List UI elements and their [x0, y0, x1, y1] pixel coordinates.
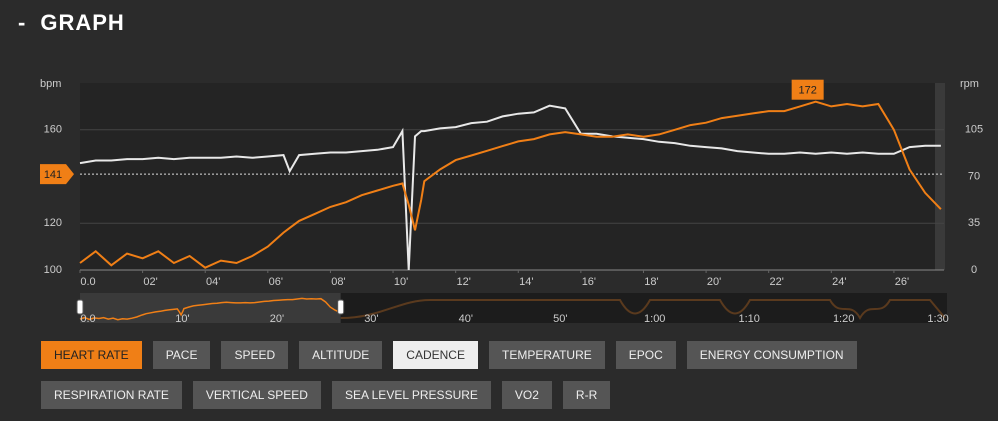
metric-button[interactable]: HEART RATE [41, 341, 142, 369]
y2-tick-label: 70 [968, 170, 980, 182]
x-tick-label: 22' [770, 276, 784, 288]
overview-window [80, 293, 341, 323]
marker-label: 141 [44, 169, 62, 181]
metric-buttons: HEART RATE PACE SPEED ALTITUDE CADENCE TEMPER… [41, 341, 861, 409]
y2-tick-label: 35 [968, 217, 980, 229]
overview-tick-label: 1:10 [738, 313, 759, 325]
overview-tick-label: 1:30 [927, 313, 948, 325]
x-tick-label: 24' [832, 276, 846, 288]
marker-flag [40, 164, 74, 185]
peak-flag [791, 79, 824, 100]
plot-edge [935, 83, 945, 270]
y2-axis-label: rpm [960, 78, 979, 90]
metric-button[interactable]: SEA LEVEL PRESSURE [331, 381, 491, 409]
metric-button[interactable]: SPEED [221, 341, 289, 369]
section-title[interactable]: - GRAPH [18, 10, 125, 35]
metric-button[interactable]: PACE [152, 341, 211, 369]
y-tick-label: 120 [44, 217, 62, 229]
x-tick-label: 06' [269, 276, 283, 288]
metric-button[interactable]: VO2 [501, 381, 552, 409]
title-text: GRAPH [40, 10, 125, 35]
series-line [79, 100, 942, 269]
overview-tick-label: 0.0 [80, 313, 95, 325]
x-tick-label: 18' [644, 276, 658, 288]
metric-button[interactable]: R-R [562, 381, 611, 409]
metric-button[interactable]: VERTICAL SPEED [192, 381, 321, 409]
metric-button[interactable]: EPOC [615, 341, 676, 369]
overview-rest [340, 299, 946, 321]
peak-label: 172 [798, 85, 816, 97]
y2-tick-label: 105 [965, 124, 983, 136]
x-tick-label: 12' [456, 276, 470, 288]
x-tick-label: 16' [582, 276, 596, 288]
metric-button[interactable]: ENERGY CONSUMPTION [686, 341, 857, 369]
overview-tick-label: 1:20 [833, 313, 854, 325]
x-tick-label: 26' [895, 276, 909, 288]
x-tick-label: 08' [331, 276, 345, 288]
x-tick-label: 04' [206, 276, 220, 288]
metric-button[interactable]: TEMPERATURE [488, 341, 605, 369]
plot-area [80, 83, 945, 270]
metric-button[interactable]: CADENCE [393, 341, 478, 369]
overview-tick-label: 10' [175, 313, 189, 325]
overview-tick-label: 40' [459, 313, 473, 325]
x-tick-label: 20' [707, 276, 721, 288]
overview-tick-label: 20' [270, 313, 284, 325]
overview-tick-label: 50' [553, 313, 567, 325]
x-tick-label: 10' [394, 276, 408, 288]
metric-button[interactable]: ALTITUDE [299, 341, 383, 369]
x-tick-label: 0.0 [80, 276, 95, 288]
y-axis-label: bpm [40, 78, 61, 90]
chart: bpm rpm 100 120 160 0 35 70 105 0.0 02' 04' 06' 08'… [40, 78, 983, 325]
overview-tick-label: 1:00 [644, 313, 665, 325]
x-tick-label: 02' [143, 276, 157, 288]
y2-tick-label: 0 [971, 264, 977, 276]
y-tick-label: 100 [44, 264, 62, 276]
y-tick-label: 160 [44, 124, 62, 136]
overview-handle[interactable] [76, 299, 84, 315]
metric-button[interactable]: RESPIRATION RATE [41, 381, 182, 409]
overview-handle[interactable] [337, 299, 345, 315]
series-line [79, 104, 941, 271]
overview-line [79, 297, 341, 321]
overview-tick-label: 30' [364, 313, 378, 325]
x-tick-label: 14' [519, 276, 533, 288]
